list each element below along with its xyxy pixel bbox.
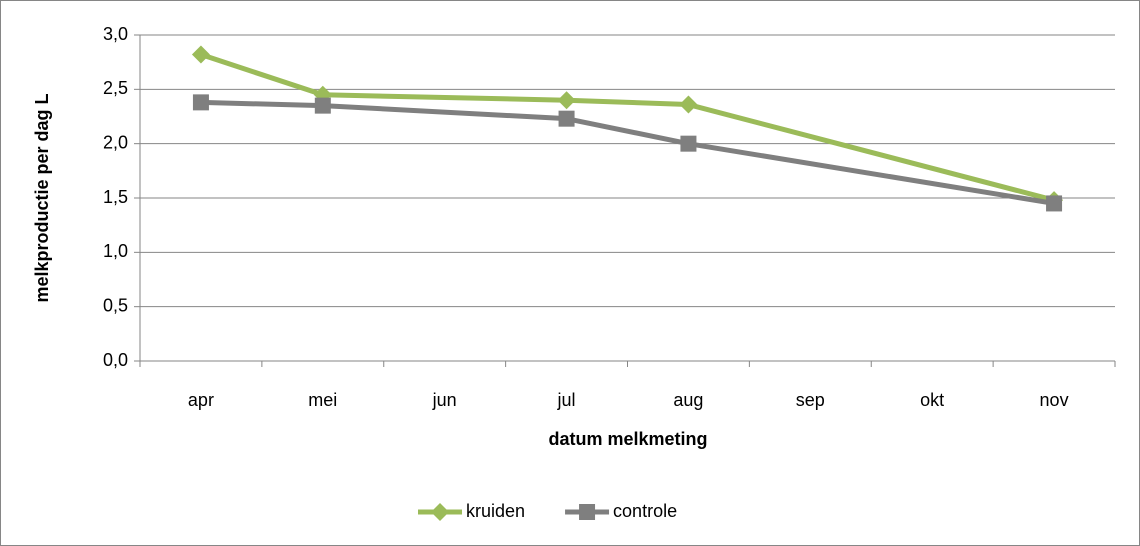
marker bbox=[680, 135, 697, 152]
y-tick-label: 0,0 bbox=[103, 350, 128, 370]
x-tick-label: jun bbox=[432, 390, 457, 410]
marker bbox=[1046, 195, 1063, 212]
x-tick-label: aug bbox=[673, 390, 703, 410]
x-tick-label: mei bbox=[308, 390, 337, 410]
series-line bbox=[320, 103, 570, 122]
marker bbox=[579, 504, 596, 520]
series-line bbox=[685, 102, 1057, 203]
marker bbox=[557, 91, 576, 110]
y-tick-label: 1,5 bbox=[103, 187, 128, 207]
y-tick-label: 2,5 bbox=[103, 78, 128, 98]
marker bbox=[314, 97, 331, 114]
legend-label: controle bbox=[613, 501, 677, 521]
x-tick-label: okt bbox=[920, 390, 944, 410]
marker bbox=[558, 110, 575, 127]
x-tick-label: nov bbox=[1040, 390, 1069, 410]
y-tick-label: 2,0 bbox=[103, 132, 128, 152]
y-tick-label: 3,0 bbox=[103, 24, 128, 44]
x-tick-label: apr bbox=[188, 390, 214, 410]
marker bbox=[192, 94, 209, 111]
marker bbox=[191, 45, 210, 64]
marker bbox=[679, 95, 698, 114]
x-axis-label: datum melkmeting bbox=[548, 429, 707, 449]
x-tick-label: sep bbox=[796, 390, 825, 410]
series-line bbox=[564, 116, 691, 147]
y-tick-label: 1,0 bbox=[103, 241, 128, 261]
marker bbox=[431, 503, 449, 521]
x-tick-label: jul bbox=[557, 390, 576, 410]
series-line bbox=[198, 99, 326, 109]
y-tick-label: 0,5 bbox=[103, 295, 128, 315]
y-axis-label: melkproductie per dag L bbox=[32, 93, 52, 302]
series-line bbox=[564, 97, 691, 108]
series-line bbox=[685, 141, 1057, 206]
series-line bbox=[320, 92, 570, 103]
series-line bbox=[198, 52, 326, 98]
legend-label: kruiden bbox=[466, 501, 525, 521]
